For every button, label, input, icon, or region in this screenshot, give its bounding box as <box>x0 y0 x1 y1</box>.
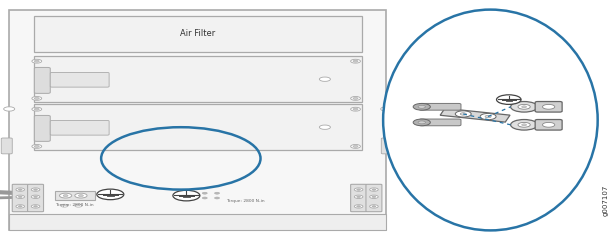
Circle shape <box>18 196 22 198</box>
Circle shape <box>202 197 207 199</box>
Circle shape <box>351 107 360 111</box>
Circle shape <box>173 190 200 201</box>
Circle shape <box>511 102 538 112</box>
FancyBboxPatch shape <box>28 184 44 212</box>
Circle shape <box>497 95 521 104</box>
Circle shape <box>370 195 378 198</box>
Circle shape <box>354 195 363 198</box>
Circle shape <box>16 195 25 198</box>
Circle shape <box>372 206 376 207</box>
Circle shape <box>34 189 37 190</box>
Circle shape <box>543 122 555 127</box>
Circle shape <box>31 188 40 191</box>
Bar <box>34 104 362 150</box>
Circle shape <box>215 197 219 199</box>
Circle shape <box>351 96 360 100</box>
Circle shape <box>351 144 360 148</box>
Circle shape <box>75 193 87 198</box>
FancyBboxPatch shape <box>535 102 562 112</box>
Circle shape <box>381 107 392 111</box>
Circle shape <box>78 195 83 197</box>
FancyBboxPatch shape <box>34 115 50 141</box>
Circle shape <box>202 192 207 194</box>
FancyBboxPatch shape <box>381 138 392 154</box>
Circle shape <box>413 119 430 126</box>
Bar <box>34 16 362 52</box>
Circle shape <box>18 189 22 190</box>
Circle shape <box>31 195 40 198</box>
Circle shape <box>370 205 378 208</box>
Circle shape <box>34 196 37 198</box>
Circle shape <box>31 205 40 208</box>
Text: g007107: g007107 <box>603 185 609 216</box>
Circle shape <box>32 59 42 63</box>
Circle shape <box>460 113 466 115</box>
Circle shape <box>32 144 42 148</box>
Circle shape <box>4 107 15 111</box>
Circle shape <box>61 204 68 207</box>
FancyBboxPatch shape <box>419 119 461 126</box>
FancyBboxPatch shape <box>351 184 367 212</box>
Circle shape <box>34 108 39 110</box>
Circle shape <box>418 121 425 124</box>
Circle shape <box>34 97 39 99</box>
Circle shape <box>34 145 39 147</box>
Circle shape <box>353 97 358 99</box>
Circle shape <box>97 189 124 200</box>
Circle shape <box>319 125 330 129</box>
Bar <box>9 214 386 230</box>
Circle shape <box>354 188 363 191</box>
FancyBboxPatch shape <box>50 120 109 135</box>
Circle shape <box>32 107 42 111</box>
FancyBboxPatch shape <box>366 184 382 212</box>
Circle shape <box>16 188 25 191</box>
Circle shape <box>59 193 72 198</box>
Circle shape <box>353 60 358 62</box>
Circle shape <box>351 59 360 63</box>
Circle shape <box>522 106 527 108</box>
FancyBboxPatch shape <box>535 120 562 130</box>
FancyBboxPatch shape <box>12 184 28 212</box>
Bar <box>9 10 386 230</box>
Circle shape <box>543 104 555 109</box>
Circle shape <box>32 96 42 100</box>
FancyBboxPatch shape <box>419 103 461 110</box>
Circle shape <box>413 103 430 110</box>
Circle shape <box>370 188 378 191</box>
FancyBboxPatch shape <box>1 138 12 154</box>
Circle shape <box>319 77 330 81</box>
Circle shape <box>372 196 376 198</box>
FancyBboxPatch shape <box>34 67 50 93</box>
Circle shape <box>75 204 82 207</box>
Polygon shape <box>440 108 510 122</box>
Circle shape <box>34 60 39 62</box>
Text: Air Filter: Air Filter <box>180 29 215 38</box>
Circle shape <box>522 124 527 126</box>
Circle shape <box>485 115 491 118</box>
Circle shape <box>455 111 471 117</box>
Circle shape <box>34 206 37 207</box>
Ellipse shape <box>383 10 598 230</box>
Bar <box>55 191 95 200</box>
Circle shape <box>215 192 219 194</box>
Circle shape <box>354 205 363 208</box>
Text: Torque: 2800 N-in: Torque: 2800 N-in <box>226 199 265 203</box>
Circle shape <box>518 104 530 109</box>
Text: Torque: 2800 N-in: Torque: 2800 N-in <box>55 203 94 207</box>
Circle shape <box>480 114 496 120</box>
Circle shape <box>353 145 358 147</box>
Circle shape <box>357 196 360 198</box>
Circle shape <box>63 195 68 197</box>
Circle shape <box>18 206 22 207</box>
Circle shape <box>372 189 376 190</box>
Circle shape <box>357 189 360 190</box>
Circle shape <box>357 206 360 207</box>
Circle shape <box>518 122 530 127</box>
Circle shape <box>16 205 25 208</box>
Circle shape <box>511 120 538 130</box>
Circle shape <box>353 108 358 110</box>
Bar <box>34 56 362 102</box>
Circle shape <box>418 105 425 108</box>
FancyBboxPatch shape <box>50 72 109 87</box>
